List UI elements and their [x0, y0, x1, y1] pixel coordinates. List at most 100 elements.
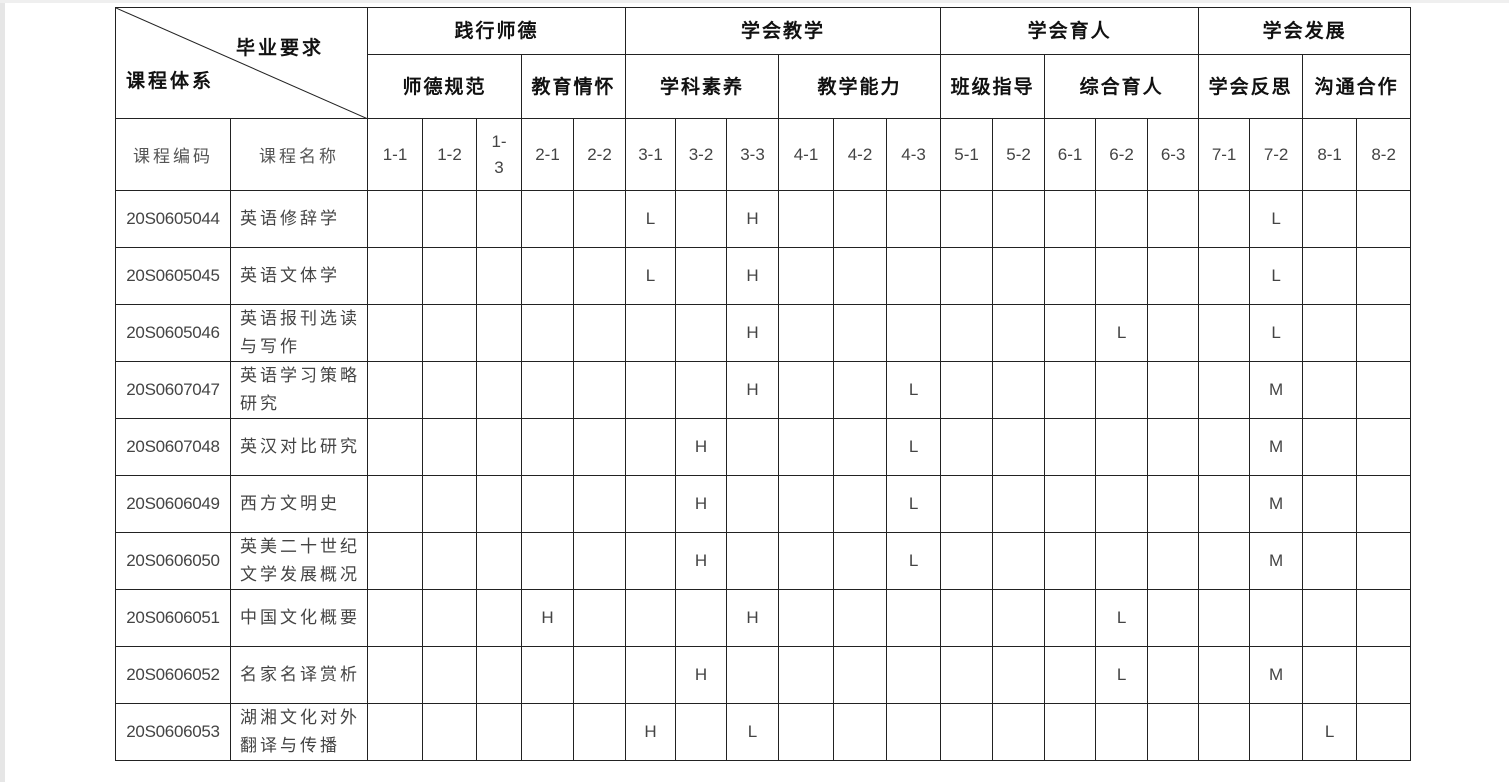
graduation-requirements-label: 毕业要求: [236, 37, 325, 59]
indicator-code-header: 6-1: [1044, 118, 1097, 191]
table-row: 20S0605046 英语报刊选读与写作 H L L: [115, 304, 1412, 362]
support-level-cell: [422, 532, 477, 590]
support-level-cell: [1198, 304, 1251, 362]
support-level-cell: [1044, 589, 1097, 647]
support-level-cell: [1356, 190, 1412, 248]
indicator-code-header: 2-1: [521, 118, 574, 191]
support-level-cell: [675, 703, 728, 761]
support-level-cell: [675, 589, 728, 647]
support-level-cell: [1147, 589, 1200, 647]
support-level-cell: [1249, 703, 1304, 761]
support-level-cell: [1356, 475, 1412, 533]
support-level-cell: [1302, 475, 1358, 533]
support-level-cell: [726, 646, 780, 704]
header-row-groups: 毕业要求 课程体系 践行师德 学会教学 学会育人 学会发展: [115, 7, 1412, 119]
support-level-cell: [886, 304, 942, 362]
support-level-cell: [778, 532, 835, 590]
support-level-cell: [572, 361, 627, 419]
support-level-cell: [833, 532, 888, 590]
support-level-cell: [833, 304, 888, 362]
support-level-cell: [778, 247, 835, 305]
support-level-cell: [1147, 247, 1200, 305]
support-level-cell: [367, 703, 423, 761]
support-level-cell: [778, 361, 835, 419]
support-level-cell: H: [726, 361, 780, 419]
support-level-cell: H: [726, 190, 780, 248]
support-level-cell: [886, 589, 942, 647]
indicator-code-header: 5-2: [992, 118, 1046, 191]
indicator-code-header: 6-2: [1095, 118, 1149, 191]
indicator-code-header: 2-2: [572, 118, 627, 191]
support-level-cell: [625, 475, 677, 533]
support-level-cell: [422, 646, 477, 704]
support-level-cell: [833, 418, 888, 476]
requirement-subgroup-header: 沟通合作: [1302, 54, 1412, 119]
support-level-cell: [886, 190, 942, 248]
support-level-cell: [625, 646, 677, 704]
support-level-cell: [572, 418, 627, 476]
support-level-cell: [476, 589, 522, 647]
support-level-cell: [833, 703, 888, 761]
support-level-cell: [1044, 361, 1097, 419]
table-row: 20S0606051 中国文化概要 H H L: [115, 589, 1412, 647]
header-row-codes: 课程编码 课程名称 1-1 1-2 1-3 2-1 2-2 3-1 3-2 3-3 4-1 4-2…: [115, 118, 1412, 191]
support-level-cell: [833, 589, 888, 647]
indicator-code-header: 3-1: [625, 118, 677, 191]
course-requirement-matrix: 毕业要求 课程体系 践行师德 学会教学 学会育人 学会发展 师德规范 教育情怀 学科素养教…: [115, 7, 1412, 761]
support-level-cell: [1198, 646, 1251, 704]
support-level-cell: [572, 304, 627, 362]
support-level-cell: [675, 304, 728, 362]
requirement-group-header: 学会育人: [940, 7, 1200, 55]
support-level-cell: [572, 532, 627, 590]
support-level-cell: [422, 361, 477, 419]
support-level-cell: [476, 703, 522, 761]
support-level-cell: [886, 703, 942, 761]
diagonal-line: [116, 8, 366, 118]
support-level-cell: [778, 304, 835, 362]
course-name-cell: 英语修辞学: [230, 190, 368, 248]
support-level-cell: [476, 361, 522, 419]
support-level-cell: [1198, 703, 1251, 761]
support-level-cell: L: [726, 703, 780, 761]
support-level-cell: [1302, 190, 1358, 248]
course-code-cell: 20S0606052: [115, 646, 231, 704]
indicator-code-header: 6-3: [1147, 118, 1200, 191]
support-level-cell: [1198, 532, 1251, 590]
support-level-cell: [476, 190, 522, 248]
support-level-cell: [1095, 247, 1149, 305]
course-code-cell: 20S0607048: [115, 418, 231, 476]
support-level-cell: [940, 304, 994, 362]
indicator-code-header: 1-1: [367, 118, 423, 191]
support-level-cell: [521, 304, 574, 362]
support-level-cell: [940, 190, 994, 248]
support-level-cell: [476, 304, 522, 362]
support-level-cell: [833, 475, 888, 533]
support-level-cell: L: [1249, 190, 1304, 248]
table-row: 20S0606052 名家名译赏析 H L M: [115, 646, 1412, 704]
support-level-cell: [1044, 190, 1097, 248]
support-level-cell: [422, 475, 477, 533]
support-level-cell: [778, 190, 835, 248]
requirement-subgroup-header: 师德规范: [367, 54, 522, 119]
support-level-cell: [675, 247, 728, 305]
indicator-code-header: 8-1: [1302, 118, 1358, 191]
course-code-cell: 20S0606050: [115, 532, 231, 590]
support-level-cell: [726, 418, 780, 476]
support-level-cell: [572, 703, 627, 761]
support-level-cell: [940, 646, 994, 704]
support-level-cell: L: [625, 190, 677, 248]
support-level-cell: [778, 418, 835, 476]
course-name-cell: 英语学习策略研究: [230, 361, 368, 419]
support-level-cell: [886, 247, 942, 305]
table-row: 20S0605044 英语修辞学 L H L: [115, 190, 1412, 248]
support-level-cell: [1147, 532, 1200, 590]
course-name-cell: 湖湘文化对外翻译与传播: [230, 703, 368, 761]
indicator-code-header: 3-2: [675, 118, 728, 191]
support-level-cell: L: [886, 475, 942, 533]
page-top-edge: [0, 0, 1509, 3]
support-level-cell: [625, 361, 677, 419]
page-edge: [0, 0, 5, 782]
table-row: 20S0607047 英语学习策略研究 H L M: [115, 361, 1412, 419]
support-level-cell: [1302, 646, 1358, 704]
support-level-cell: [1147, 418, 1200, 476]
